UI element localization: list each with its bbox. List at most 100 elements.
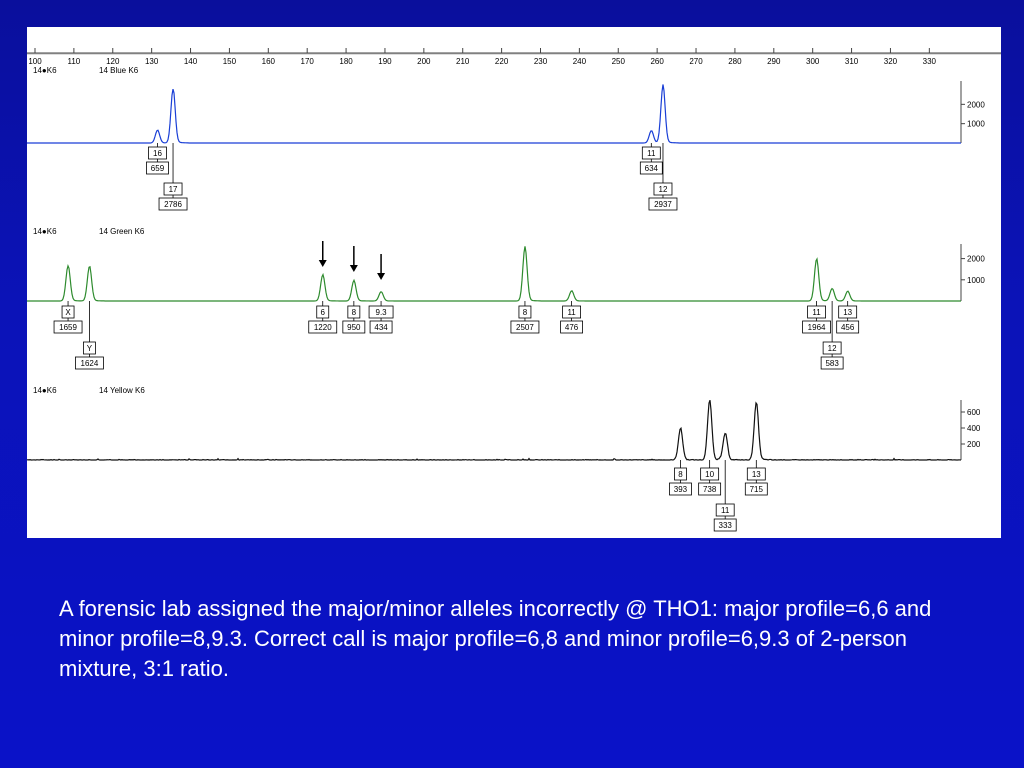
caption-text: A forensic lab assigned the major/minor … <box>59 596 932 681</box>
height-label: 2937 <box>654 200 672 209</box>
height-label: 715 <box>750 485 764 494</box>
allele-label: 9.3 <box>376 308 388 317</box>
y-tick-label: 2000 <box>967 255 985 264</box>
allele-label: 12 <box>828 344 837 353</box>
height-box <box>698 482 722 496</box>
height-box <box>146 161 169 175</box>
height-box <box>713 518 737 532</box>
height-label: 1220 <box>314 323 332 332</box>
y-tick-label: 1000 <box>967 276 985 285</box>
allele-label: X <box>65 308 71 317</box>
height-box <box>158 197 188 211</box>
height-label: 476 <box>565 323 579 332</box>
height-label: 738 <box>703 485 717 494</box>
allele-label: 11 <box>567 308 576 317</box>
allele-label: 10 <box>705 470 714 479</box>
x-tick-label: 230 <box>534 57 548 66</box>
panel-yellow-trace <box>27 399 962 461</box>
height-label: 1964 <box>808 323 826 332</box>
height-box <box>820 356 844 370</box>
height-box <box>836 320 860 334</box>
y-tick-label: 2000 <box>967 100 985 109</box>
height-box <box>342 320 366 334</box>
allele-label: 17 <box>169 185 178 194</box>
height-box <box>669 482 692 496</box>
height-box <box>53 320 83 334</box>
allele-label: 12 <box>659 185 668 194</box>
x-tick-label: 240 <box>573 57 587 66</box>
y-tick-label: 400 <box>967 424 981 433</box>
height-label: 393 <box>674 485 688 494</box>
height-box <box>369 320 393 334</box>
x-tick-label: 180 <box>339 57 353 66</box>
x-tick-label: 100 <box>28 57 42 66</box>
height-box <box>75 356 104 370</box>
y-tick-label: 1000 <box>967 120 985 129</box>
panel-yellow-sample-label: 14●K6 <box>33 386 57 395</box>
x-tick-label: 160 <box>262 57 276 66</box>
x-tick-label: 130 <box>145 57 159 66</box>
panel-blue-sample-label: 14●K6 <box>33 66 57 75</box>
allele-label: Y <box>87 344 93 353</box>
height-box <box>648 197 678 211</box>
arrow-head <box>377 273 386 280</box>
allele-label: 11 <box>721 506 730 515</box>
x-tick-label: 330 <box>923 57 937 66</box>
allele-label: 16 <box>153 149 162 158</box>
electropherogram-panel: 100 110 120 130 140 150 160 170 180 190 200 210 220 2… <box>27 27 1001 538</box>
x-tick-label: 120 <box>106 57 120 66</box>
panel-green-sample-label: 14●K6 <box>33 227 57 236</box>
allele-label: 8 <box>352 308 357 317</box>
allele-label: 11 <box>812 308 821 317</box>
height-label: 1659 <box>59 323 77 332</box>
height-box <box>639 161 663 175</box>
height-label: 950 <box>347 323 361 332</box>
x-tick-label: 110 <box>68 57 81 66</box>
x-tick-label: 310 <box>845 57 859 66</box>
y-tick-label: 200 <box>967 440 981 449</box>
height-box <box>308 320 338 334</box>
x-tick-label: 250 <box>612 57 626 66</box>
height-label: 333 <box>719 521 733 530</box>
height-label: 434 <box>374 323 388 332</box>
x-tick-label: 210 <box>456 57 470 66</box>
allele-label: 8 <box>678 470 683 479</box>
panel-green-title: 14 Green K6 <box>99 227 145 236</box>
height-label: 1624 <box>81 359 99 368</box>
arrow-head <box>318 260 327 267</box>
allele-label: 6 <box>321 308 326 317</box>
height-box <box>510 320 540 334</box>
x-tick-label: 270 <box>689 57 703 66</box>
allele-label: 13 <box>843 308 852 317</box>
height-box <box>560 320 584 334</box>
height-label: 2507 <box>516 323 534 332</box>
x-tick-label: 280 <box>728 57 742 66</box>
x-tick-label: 290 <box>767 57 781 66</box>
electropherogram-chart: 100 110 120 130 140 150 160 170 180 190 200 210 220 2… <box>27 48 1001 532</box>
height-label: 634 <box>645 164 659 173</box>
x-tick-label: 150 <box>223 57 237 66</box>
x-tick-label: 320 <box>884 57 898 66</box>
x-tick-label: 140 <box>184 57 198 66</box>
height-label: 583 <box>825 359 839 368</box>
x-tick-label: 220 <box>495 57 509 66</box>
height-label: 456 <box>841 323 855 332</box>
allele-label: 13 <box>752 470 761 479</box>
height-label: 2786 <box>164 200 182 209</box>
panel-yellow-title: 14 Yellow K6 <box>99 386 145 395</box>
height-label: 659 <box>151 164 165 173</box>
x-tick-label: 170 <box>301 57 315 66</box>
x-tick-label: 190 <box>378 57 392 66</box>
x-tick-label: 300 <box>806 57 820 66</box>
panel-blue-trace <box>27 84 961 144</box>
y-tick-label: 600 <box>967 408 981 417</box>
x-tick-label: 200 <box>417 57 431 66</box>
panel-green-trace <box>27 246 961 302</box>
allele-label: 8 <box>523 308 528 317</box>
height-box <box>802 320 831 334</box>
x-tick-label: 260 <box>650 57 664 66</box>
arrow-head <box>349 265 358 272</box>
allele-label: 11 <box>647 149 656 158</box>
panel-blue-title: 14 Blue K6 <box>99 66 139 75</box>
height-box <box>744 482 768 496</box>
